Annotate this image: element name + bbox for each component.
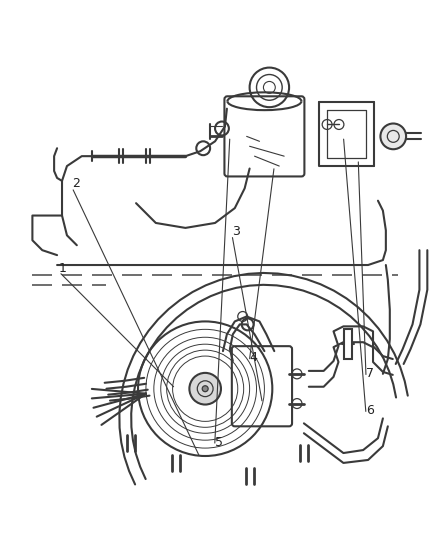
Bar <box>344 329 352 359</box>
Circle shape <box>202 386 208 392</box>
Text: 3: 3 <box>232 225 240 238</box>
Text: 4: 4 <box>249 351 257 365</box>
Circle shape <box>189 373 221 405</box>
Text: 5: 5 <box>215 436 223 449</box>
Text: 2: 2 <box>72 177 80 190</box>
FancyBboxPatch shape <box>224 96 304 176</box>
Text: 1: 1 <box>59 262 67 275</box>
Circle shape <box>381 124 406 149</box>
FancyBboxPatch shape <box>232 346 292 426</box>
Text: 7: 7 <box>366 367 374 380</box>
Text: 6: 6 <box>366 404 374 417</box>
